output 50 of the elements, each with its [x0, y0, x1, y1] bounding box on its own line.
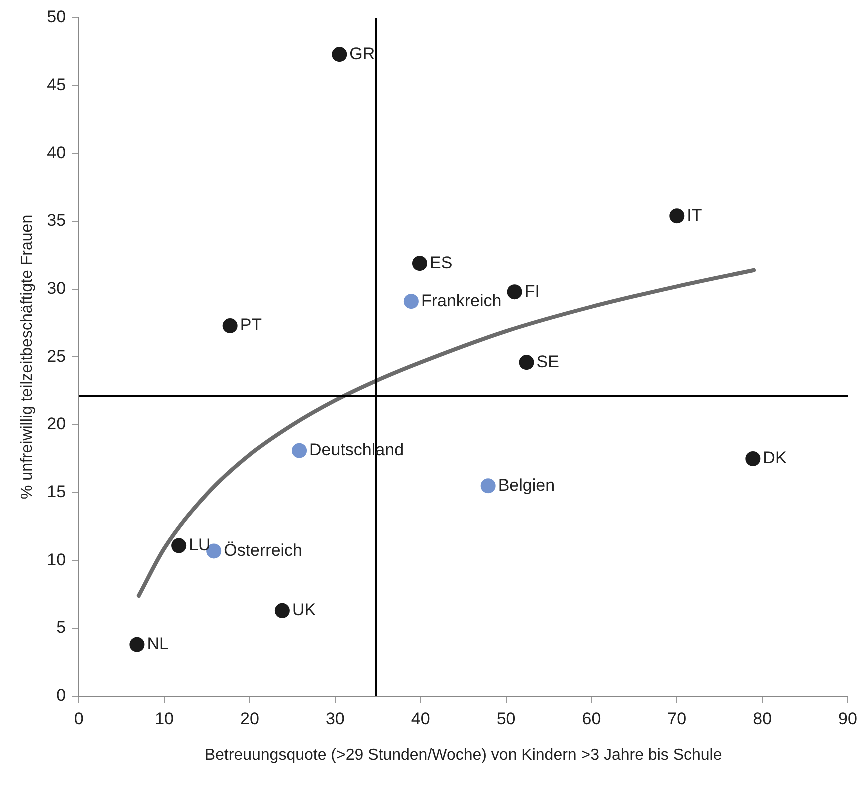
y-tick-label: 15 [47, 482, 66, 502]
y-tick-label: 45 [47, 76, 66, 95]
annotation: Österreich [224, 540, 303, 560]
x-tick-label: 50 [496, 709, 516, 728]
annotation: SE [536, 352, 560, 372]
y-tick-label: 30 [47, 279, 66, 298]
line-series [136, 268, 756, 598]
x-tick-label: 90 [838, 709, 858, 728]
point [274, 603, 290, 618]
point [404, 294, 419, 310]
point [222, 318, 238, 334]
y-tick-label: 50 [47, 8, 66, 27]
annotation: ES [430, 253, 453, 272]
x-tick-label: 30 [326, 709, 345, 728]
y-tick-label: 35 [47, 211, 66, 230]
annotation: IT [687, 206, 702, 225]
y-tick-label: 25 [47, 346, 66, 366]
x-tick-label: 80 [753, 709, 772, 728]
point [746, 451, 761, 466]
annotation: LU [189, 535, 211, 554]
x-tick-label: 40 [411, 709, 430, 728]
y-tick-label: 40 [47, 143, 66, 162]
x-tick-label: 70 [668, 709, 687, 728]
point [480, 478, 496, 494]
annotation: PT [240, 316, 262, 335]
point [172, 538, 187, 554]
point [519, 355, 534, 370]
y-tick-label: 10 [47, 550, 66, 570]
y-tick-label: 20 [47, 414, 66, 434]
y-axis-title: % unfreiwillig teilzeitbeschäftigte Frauen [19, 214, 36, 500]
annotation: NL [147, 634, 169, 654]
point [412, 256, 428, 272]
point [670, 208, 685, 224]
point [130, 637, 145, 652]
annotation: DK [763, 448, 788, 468]
y-tick-label: 0 [56, 686, 66, 706]
x-tick-label: 10 [155, 709, 174, 728]
x-tick-label: 20 [240, 709, 260, 728]
annotation: Belgien [498, 476, 556, 495]
x-tick-label: 60 [582, 709, 602, 728]
x-axis-title: Betreuungsquote (>29 Stunden/Woche) von Kindern >3 Jahre bis Schule [204, 746, 722, 764]
annotation: GR [350, 44, 376, 64]
point [332, 47, 348, 62]
x-tick-label: 0 [74, 709, 84, 728]
annotation: UK [292, 600, 317, 620]
point [292, 443, 308, 458]
annotation: Frankreich [421, 291, 502, 310]
point [507, 284, 522, 300]
y-tick-label: 5 [56, 618, 66, 638]
annotation: FI [524, 282, 540, 301]
